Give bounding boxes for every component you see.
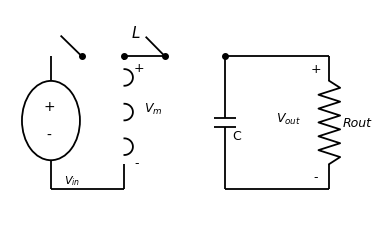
Text: -: -	[47, 128, 52, 142]
Text: -: -	[314, 170, 318, 183]
Text: +: +	[134, 62, 145, 75]
Text: -: -	[134, 156, 139, 169]
Text: C: C	[232, 130, 241, 143]
Text: $L$: $L$	[131, 25, 141, 41]
Text: +: +	[43, 100, 55, 114]
Text: $V_{out}$: $V_{out}$	[276, 112, 301, 127]
Text: $V_{m}$: $V_{m}$	[144, 101, 162, 116]
Text: Rout: Rout	[343, 116, 372, 129]
Text: $V_{in}$: $V_{in}$	[64, 173, 81, 187]
Text: +: +	[310, 63, 321, 76]
